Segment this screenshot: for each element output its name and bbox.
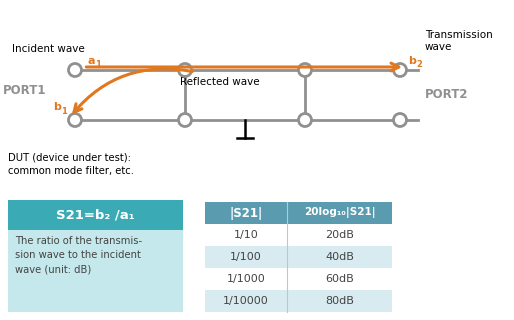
Text: 40dB: 40dB [325, 252, 354, 262]
Circle shape [394, 63, 407, 76]
Text: PORT2: PORT2 [425, 89, 468, 101]
Polygon shape [8, 200, 183, 230]
Polygon shape [205, 224, 392, 246]
Text: 1: 1 [61, 107, 67, 116]
Circle shape [394, 114, 407, 126]
Circle shape [178, 63, 192, 76]
Polygon shape [205, 246, 392, 268]
Text: b: b [53, 102, 61, 112]
Circle shape [299, 114, 311, 126]
Circle shape [68, 114, 82, 126]
Text: 60dB: 60dB [325, 274, 354, 284]
Text: 20log₁₀|S21|: 20log₁₀|S21| [304, 207, 375, 219]
Text: 20dB: 20dB [325, 230, 354, 240]
Text: PORT1: PORT1 [3, 84, 46, 97]
Text: |S21|: |S21| [229, 206, 263, 220]
Text: Transmission
wave: Transmission wave [425, 30, 493, 52]
Text: DUT (device under test):
common mode filter, etc.: DUT (device under test): common mode fil… [8, 152, 134, 176]
Text: b: b [408, 56, 416, 66]
Text: The ratio of the transmis-
sion wave to the incident
wave (unit: dB): The ratio of the transmis- sion wave to … [15, 236, 142, 274]
Text: Reflected wave: Reflected wave [180, 77, 260, 87]
Text: a: a [87, 56, 95, 66]
Polygon shape [205, 290, 392, 312]
Polygon shape [205, 202, 392, 224]
Circle shape [68, 63, 82, 76]
Circle shape [178, 114, 192, 126]
Text: 1/10000: 1/10000 [223, 296, 269, 306]
Text: Incident wave: Incident wave [12, 44, 85, 54]
Text: S21=b₂ /a₁: S21=b₂ /a₁ [56, 209, 135, 221]
Text: 2: 2 [416, 60, 422, 69]
Text: 1/100: 1/100 [230, 252, 262, 262]
Text: 1/10: 1/10 [234, 230, 259, 240]
Text: 1/1000: 1/1000 [227, 274, 265, 284]
Polygon shape [205, 268, 392, 290]
Polygon shape [8, 230, 183, 312]
Text: 80dB: 80dB [325, 296, 354, 306]
Circle shape [299, 63, 311, 76]
Text: 1: 1 [95, 60, 101, 69]
